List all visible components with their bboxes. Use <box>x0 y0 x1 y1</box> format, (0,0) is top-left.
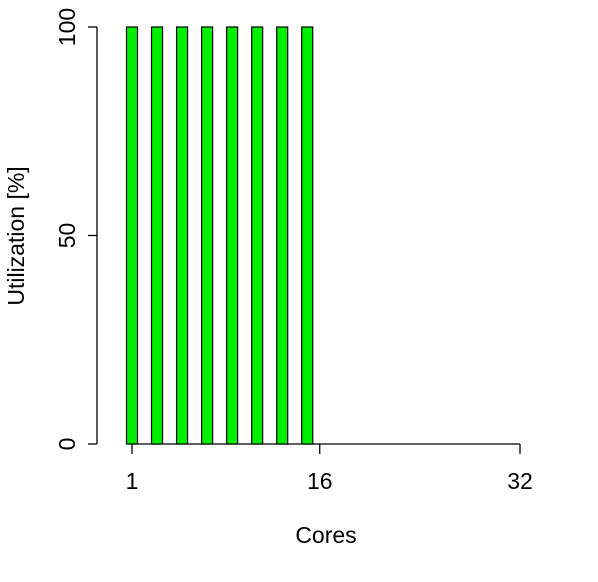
bar <box>301 26 314 445</box>
x-tick-label: 32 <box>507 468 533 494</box>
y-tick-label: 50 <box>54 223 80 249</box>
bar <box>251 26 264 445</box>
y-tick-label: 100 <box>54 8 80 46</box>
y-tick-label: 0 <box>54 438 80 451</box>
bar <box>125 26 139 445</box>
bar <box>175 26 189 445</box>
bar <box>200 26 214 445</box>
x-tick-label: 1 <box>126 468 139 494</box>
x-axis-label: Cores <box>295 522 356 548</box>
y-axis-label: Utilization [%] <box>3 166 29 305</box>
bar <box>276 26 289 445</box>
x-tick-label: 16 <box>307 468 333 494</box>
bar <box>226 26 239 445</box>
bar <box>150 26 164 445</box>
